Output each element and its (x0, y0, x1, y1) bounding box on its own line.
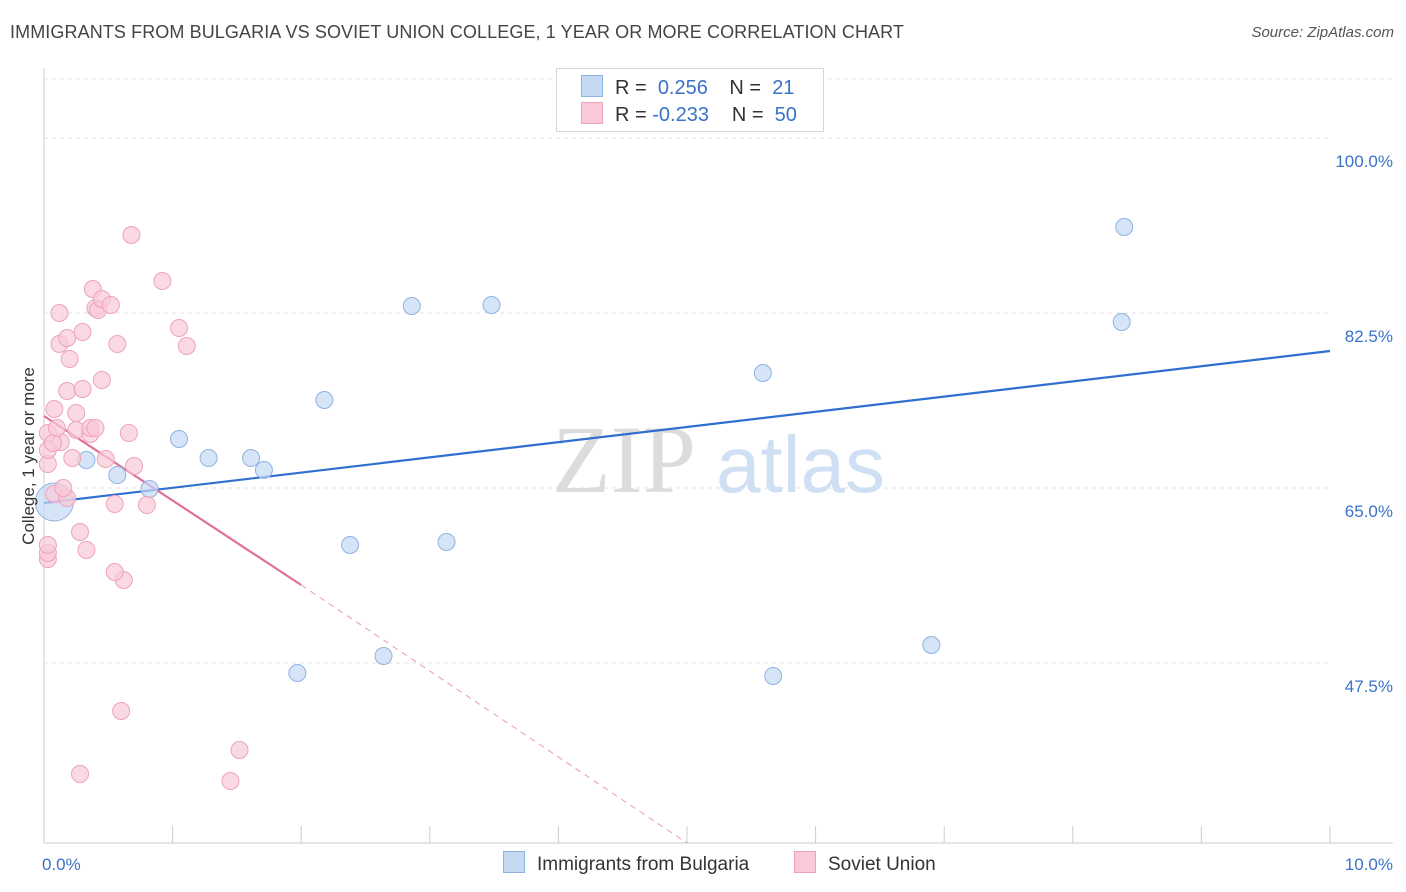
data-point-pink (73, 323, 92, 341)
trend-line-dashed-pink (300, 584, 688, 844)
data-point-blue (437, 533, 456, 551)
data-point-blue (922, 636, 941, 654)
data-point-pink (38, 536, 57, 554)
legend-item-soviet: Soviet Union (794, 851, 936, 876)
stats-legend-row-bulgaria: R = 0.256 N = 21 (581, 75, 794, 101)
data-point-pink (96, 450, 115, 468)
grid-lines (44, 78, 1393, 664)
data-point-pink (63, 449, 82, 467)
data-point-pink (221, 772, 240, 790)
data-point-pink (77, 541, 96, 559)
data-point-blue (140, 480, 159, 498)
n-value-bulgaria: 21 (772, 77, 795, 99)
data-point-blue (242, 449, 261, 467)
watermark-atlas: atlas (716, 420, 885, 509)
data-point-blue (753, 364, 772, 382)
data-point-pink (105, 563, 124, 581)
trend-line-blue (43, 349, 1331, 505)
legend-swatch-blue (581, 75, 603, 97)
y-tick-label: 82.5% (1345, 327, 1393, 346)
data-point-pink (125, 457, 144, 475)
data-point-pink (86, 419, 105, 437)
data-point-pink (92, 371, 111, 389)
r-value-soviet: -0.233 (652, 104, 709, 126)
x-tick-label: 10.0% (1345, 855, 1393, 874)
source-label: Source: ZipAtlas.com (1251, 24, 1394, 41)
data-point-blue (482, 296, 501, 314)
data-point-pink (105, 495, 124, 513)
r-label: R = (615, 77, 647, 99)
data-point-pink (108, 335, 127, 353)
data-point-pink (58, 329, 77, 347)
data-point-blue (170, 430, 189, 448)
data-point-pink (67, 404, 86, 422)
tick-labels: 47.5% 65.0% 82.5% 100.0% 0.0% 10.0% (42, 152, 1393, 874)
data-point-pink (71, 523, 90, 541)
data-point-blue (288, 664, 307, 682)
data-point-pink (50, 304, 69, 322)
data-point-pink (44, 434, 63, 452)
data-point-blue (764, 667, 783, 685)
data-point-pink (45, 400, 64, 418)
y-tick-label: 100.0% (1335, 152, 1393, 171)
watermark-zip: ZIP (552, 406, 696, 513)
data-point-pink (177, 337, 196, 355)
stats-legend-row-soviet: R = -0.233 N = 50 (581, 102, 797, 128)
data-point-blue (199, 449, 218, 467)
data-point-blue (402, 297, 421, 315)
legend-item-bulgaria: Immigrants from Bulgaria (503, 851, 749, 876)
y-tick-label: 65.0% (1345, 502, 1393, 521)
y-tick-label: 47.5% (1345, 677, 1393, 696)
data-point-pink (170, 319, 189, 337)
legend-label-soviet: Soviet Union (828, 854, 936, 875)
n-label: N = (731, 104, 764, 126)
data-point-pink (54, 479, 73, 497)
trend-line-pink (43, 415, 302, 586)
legend-swatch-pink (794, 851, 816, 873)
data-point-pink (47, 419, 66, 437)
x-tick-label: 0.0% (42, 855, 81, 874)
data-point-pink (73, 380, 92, 398)
data-point-pink (58, 382, 77, 400)
data-point-pink (137, 496, 156, 514)
r-value-bulgaria: 0.256 (657, 77, 708, 99)
data-point-pink (101, 296, 120, 314)
data-point-blue (108, 466, 127, 484)
data-point-pink (112, 702, 131, 720)
stats-legend: R = 0.256 N = 21 R = -0.233 N = 50 (556, 68, 824, 132)
n-label: N = (729, 77, 762, 99)
data-point-blue (1112, 313, 1131, 331)
data-points (34, 218, 1134, 790)
legend-swatch-pink (581, 102, 603, 124)
data-point-pink (119, 424, 138, 442)
data-point-blue (374, 647, 393, 665)
chart-title: IMMIGRANTS FROM BULGARIA VS SOVIET UNION… (10, 22, 905, 42)
data-point-pink (153, 272, 172, 290)
data-point-pink (230, 741, 249, 759)
legend-swatch-blue (503, 851, 525, 873)
data-point-pink (60, 350, 79, 368)
data-point-blue (341, 536, 360, 554)
data-point-blue (1115, 218, 1134, 236)
data-point-blue (254, 461, 273, 479)
r-label: R = (615, 104, 647, 126)
data-point-blue (315, 391, 334, 409)
n-value-soviet: 50 (774, 104, 797, 126)
data-point-pink (122, 226, 141, 244)
trend-lines (43, 349, 1331, 844)
y-axis-label: College, 1 year or more (19, 367, 38, 545)
data-point-pink (71, 765, 90, 783)
legend-label-bulgaria: Immigrants from Bulgaria (537, 854, 750, 875)
